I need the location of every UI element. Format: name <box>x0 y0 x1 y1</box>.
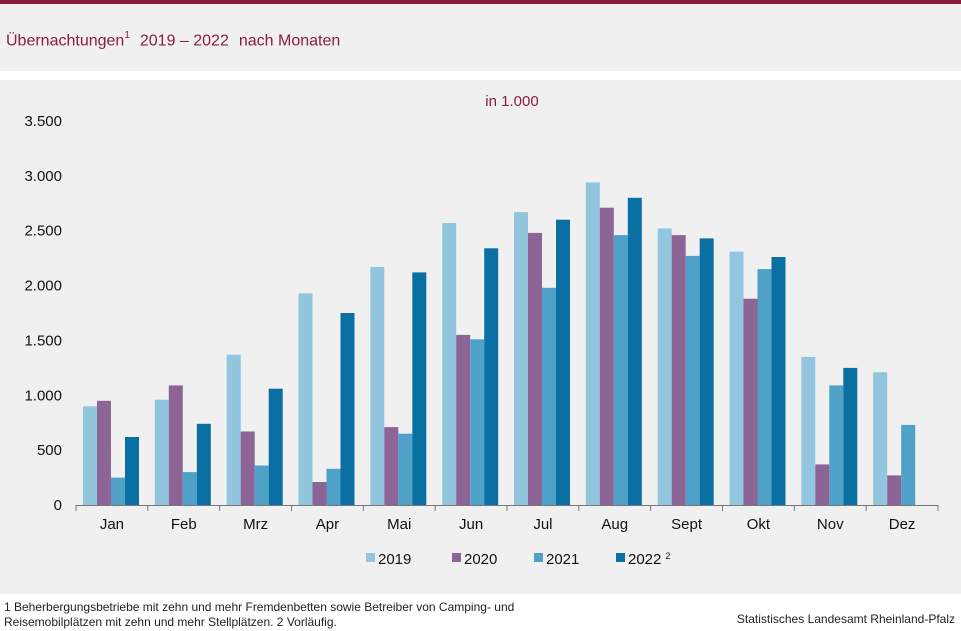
legend-label-2020: 2020 <box>464 551 497 568</box>
bar-2020-Dez <box>887 475 902 505</box>
y-tick-label: 2.000 <box>24 278 62 295</box>
x-tick-label: Jun <box>459 516 483 533</box>
legend-swatch-2019 <box>366 553 375 562</box>
bar-2021-Jan <box>111 477 125 505</box>
plot-panel: in 1.000 0 500 1.000 1.500 2.000 2.500 3.000 3.5… <box>0 80 961 594</box>
bar-2021-Apr <box>326 468 341 505</box>
bar-2019-Jan <box>83 406 97 505</box>
y-tick-label: 500 <box>37 442 62 459</box>
legend-label-2019: 2019 <box>378 551 411 568</box>
x-tick-label: Feb <box>171 516 197 533</box>
bar-2022-Mai <box>412 272 427 505</box>
y-tick-label: 3.000 <box>24 168 62 185</box>
legend-swatch-2021 <box>534 553 543 562</box>
bar-2022-Jan <box>125 437 139 505</box>
y-tick-label: 2.500 <box>24 223 62 240</box>
title-main: Übernachtungen <box>6 32 125 50</box>
source-label: Statistisches Landesamt Rheinland-Pfalz <box>736 612 955 626</box>
bar-2021-Feb <box>182 472 197 505</box>
unit-label: in 1.000 <box>485 93 538 110</box>
bar-2019-Aug <box>585 182 600 505</box>
bar-2022-Nov <box>843 367 858 505</box>
bar-2019-Nov <box>801 356 816 505</box>
bar-2022-Mrz <box>268 388 283 505</box>
bar-2022-Jun <box>484 248 499 506</box>
bar-2019-Mrz <box>226 354 241 505</box>
bar-2019-Feb <box>154 399 169 505</box>
x-tick-label: Nov <box>817 516 844 533</box>
footnote: 1 Beherbergungsbetriebe mit zehn und meh… <box>4 600 515 629</box>
bar-2022-Apr <box>340 313 355 505</box>
bar-2021-Mai <box>398 433 413 505</box>
bar-2020-Okt <box>743 298 758 505</box>
legend-swatch-2020 <box>452 553 461 562</box>
y-tick-label: 3.500 <box>24 113 62 130</box>
bar-2019-Sept <box>657 228 672 505</box>
x-tick-label: Jul <box>533 516 552 533</box>
bar-2020-Sept <box>671 235 686 505</box>
bar-2019-Apr <box>298 293 313 505</box>
bar-2020-Jun <box>456 334 471 505</box>
title-footnote-marker: 1 <box>124 30 130 41</box>
chart-header: Übernachtungen1 2019 – 2022 nach Monaten <box>0 4 961 71</box>
x-tick-label: Dez <box>889 516 916 533</box>
bar-2019-Jun <box>442 223 457 505</box>
y-tick-label: 1.500 <box>24 332 62 349</box>
chart-title: Übernachtungen1 2019 – 2022 nach Monaten <box>6 30 341 50</box>
bar-2020-Mai <box>384 427 399 505</box>
bar-2021-Jun <box>470 339 485 505</box>
bar-2020-Jul <box>528 232 542 505</box>
bar-chart: in 1.000 0 500 1.000 1.500 2.000 2.500 3.000 3.5… <box>24 93 939 568</box>
y-tick-label: 1.000 <box>24 387 62 404</box>
legend-label-2021: 2021 <box>546 551 579 568</box>
x-tick-label: Aug <box>601 516 628 533</box>
bar-2021-Dez <box>901 424 916 505</box>
bar-2022-Aug <box>627 197 642 506</box>
y-tick-label: 0 <box>54 497 62 514</box>
chart-footer: 1 Beherbergungsbetriebe mit zehn und meh… <box>0 594 961 631</box>
x-tick-label: Sept <box>671 516 703 533</box>
x-tick-label: Mai <box>387 516 411 533</box>
x-tick-label: Jan <box>100 516 124 533</box>
bar-2019-Okt <box>729 251 744 505</box>
bar-2019-Jul <box>514 212 528 505</box>
bar-2021-Okt <box>757 269 772 505</box>
title-tail: nach Monaten <box>238 32 341 50</box>
bar-2020-Feb <box>168 385 183 505</box>
bar-2020-Aug <box>599 207 614 505</box>
bar-2021-Aug <box>613 235 628 505</box>
legend-label-2022: 2022 2 <box>628 551 670 568</box>
bar-2022-Sept <box>699 238 714 505</box>
bar-2022-Jul <box>556 219 570 505</box>
bar-2020-Mrz <box>240 431 255 505</box>
bar-2022-Feb <box>196 423 211 505</box>
legend-footnote-marker: 2 <box>665 551 670 561</box>
bar-2020-Jan <box>97 400 111 505</box>
bar-2021-Sept <box>685 255 700 505</box>
bar-2020-Nov <box>815 464 830 505</box>
title-years: 2019 – 2022 <box>139 32 229 50</box>
top-accent-bar <box>0 0 961 4</box>
x-tick-label: Mrz <box>243 516 268 533</box>
bar-2021-Mrz <box>254 465 269 505</box>
bar-2021-Nov <box>829 385 844 505</box>
x-tick-label: Apr <box>316 516 339 533</box>
bar-2019-Dez <box>873 372 888 505</box>
legend-swatch-2022 <box>616 553 625 562</box>
bar-2022-Okt <box>771 257 786 505</box>
bar-2019-Mai <box>370 266 385 505</box>
bar-2021-Jul <box>542 287 556 505</box>
bar-2020-Apr <box>312 482 327 505</box>
x-tick-label: Okt <box>747 516 771 533</box>
